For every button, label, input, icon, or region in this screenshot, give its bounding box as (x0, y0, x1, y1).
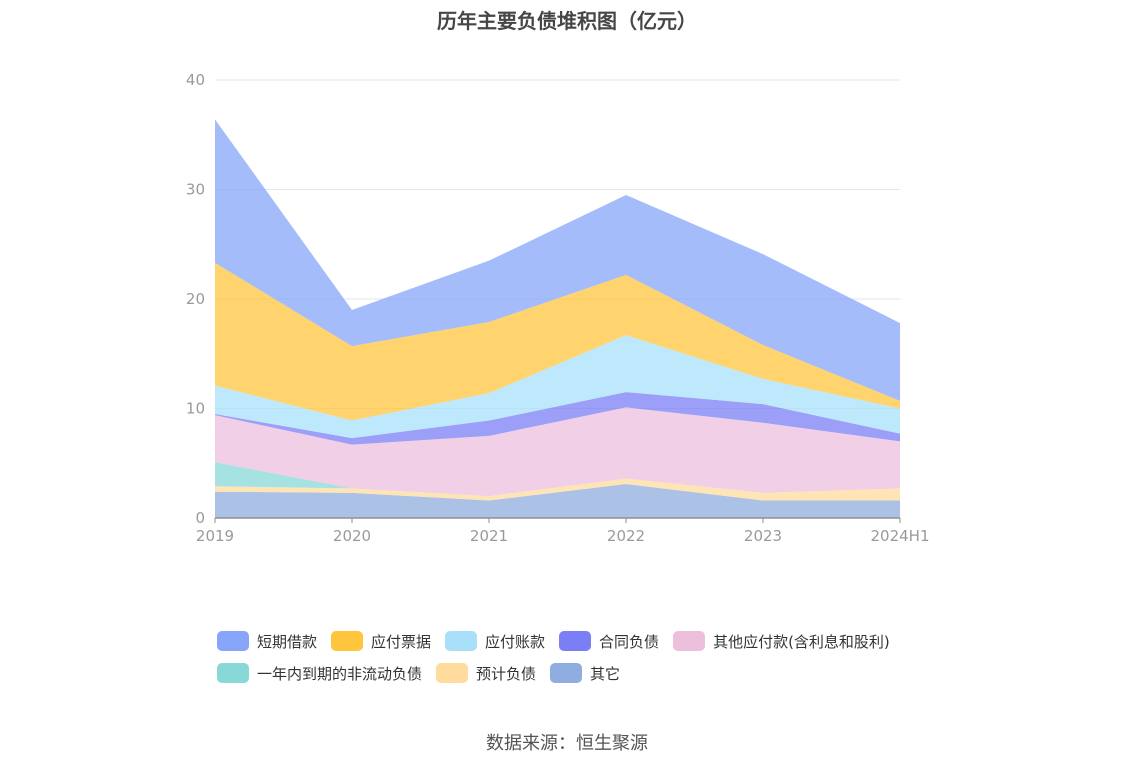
legend-label: 应付账款 (485, 632, 546, 651)
y-tick-label: 0 (195, 509, 205, 527)
legend-swatch (673, 631, 706, 651)
legend-swatch (445, 631, 478, 651)
x-tick-label: 2020 (333, 527, 371, 545)
x-tick-label: 2023 (744, 527, 782, 545)
chart-legend: 短期借款 应付票据 应付账款 合同负债 其他应付款(含利息和股利) 一年内到期的非流动负债… (217, 630, 937, 684)
axes: 0 10 20 30 40 2019 2020 2021 2022 2023 2024H1 (186, 71, 930, 545)
area-series-7 (215, 119, 900, 401)
legend-label: 应付票据 (371, 632, 432, 651)
legend-label: 合同负债 (599, 632, 660, 651)
area-series-4 (215, 392, 900, 445)
legend-label: 短期借款 (257, 632, 318, 651)
legend-label: 预计负债 (476, 664, 537, 683)
area-series-5 (215, 335, 900, 439)
area-series-3 (215, 407, 900, 497)
legend-swatch (436, 663, 469, 683)
x-tick-label: 2024H1 (871, 527, 930, 545)
chart-title: 历年主要负债堆积图（亿元） (437, 9, 697, 33)
legend-label: 其它 (590, 664, 621, 683)
data-source-note: 数据来源：恒生聚源 (486, 733, 648, 754)
legend-item[interactable]: 预计负债 (436, 662, 536, 684)
x-tick-label: 2022 (607, 527, 645, 545)
x-tick-label: 2019 (196, 527, 234, 545)
legend-swatch (559, 631, 592, 651)
area-series-1 (215, 478, 900, 501)
y-tick-label: 30 (186, 181, 205, 199)
y-tick-label: 40 (186, 71, 205, 89)
x-tick-label: 2021 (470, 527, 508, 545)
legend-item[interactable]: 应付票据 (331, 630, 431, 652)
legend-label: 其他应付款(含利息和股利) (713, 632, 890, 651)
y-tick-label: 20 (186, 290, 205, 308)
legend-item[interactable]: 其他应付款(含利息和股利) (673, 630, 890, 652)
legend-item[interactable]: 合同负债 (559, 630, 659, 652)
legend-item[interactable]: 短期借款 (217, 630, 317, 652)
area-series (215, 119, 900, 518)
legend-swatch (217, 663, 249, 683)
area-series-0 (215, 484, 900, 518)
y-tick-label: 10 (186, 400, 205, 418)
legend-item[interactable]: 其它 (550, 662, 620, 684)
legend-swatch (550, 663, 583, 683)
legend-item[interactable]: 应付账款 (445, 630, 545, 652)
legend-label: 一年内到期的非流动负债 (257, 664, 423, 683)
legend-swatch (217, 631, 249, 651)
area-series-6 (215, 262, 900, 421)
legend-item[interactable]: 一年内到期的非流动负债 (217, 662, 422, 684)
legend-swatch (331, 631, 364, 651)
